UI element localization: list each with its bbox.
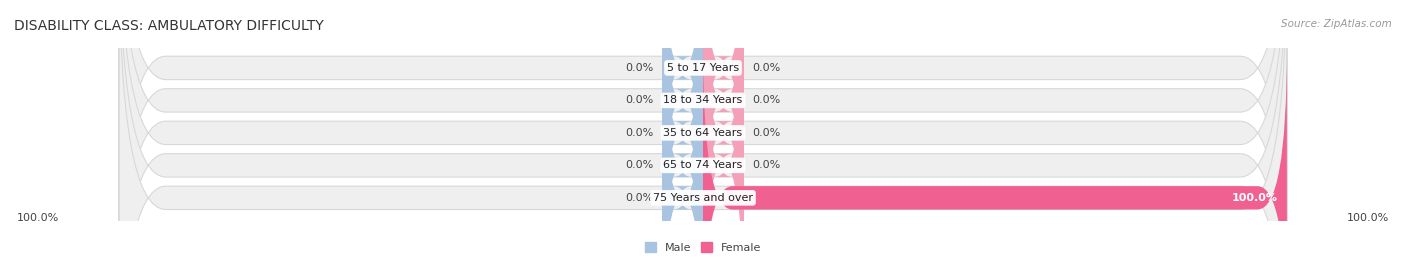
FancyBboxPatch shape xyxy=(120,0,1286,269)
Text: 0.0%: 0.0% xyxy=(626,160,654,170)
FancyBboxPatch shape xyxy=(662,0,703,219)
Text: 100.0%: 100.0% xyxy=(17,213,59,223)
Text: 75 Years and over: 75 Years and over xyxy=(652,193,754,203)
FancyBboxPatch shape xyxy=(662,0,703,269)
Text: 100.0%: 100.0% xyxy=(1347,213,1389,223)
FancyBboxPatch shape xyxy=(120,0,1286,269)
FancyBboxPatch shape xyxy=(662,15,703,269)
FancyBboxPatch shape xyxy=(703,0,744,251)
Text: 0.0%: 0.0% xyxy=(752,63,780,73)
Text: 0.0%: 0.0% xyxy=(626,193,654,203)
FancyBboxPatch shape xyxy=(703,15,744,269)
Text: 35 to 64 Years: 35 to 64 Years xyxy=(664,128,742,138)
Text: 65 to 74 Years: 65 to 74 Years xyxy=(664,160,742,170)
Text: 0.0%: 0.0% xyxy=(626,63,654,73)
FancyBboxPatch shape xyxy=(120,0,1286,269)
FancyBboxPatch shape xyxy=(662,47,703,269)
Text: DISABILITY CLASS: AMBULATORY DIFFICULTY: DISABILITY CLASS: AMBULATORY DIFFICULTY xyxy=(14,19,323,33)
Legend: Male, Female: Male, Female xyxy=(645,242,761,253)
FancyBboxPatch shape xyxy=(120,0,1286,269)
Text: 0.0%: 0.0% xyxy=(752,95,780,105)
FancyBboxPatch shape xyxy=(662,0,703,251)
FancyBboxPatch shape xyxy=(703,47,1286,269)
Text: 18 to 34 Years: 18 to 34 Years xyxy=(664,95,742,105)
FancyBboxPatch shape xyxy=(120,0,1286,269)
Text: 0.0%: 0.0% xyxy=(752,160,780,170)
Text: 100.0%: 100.0% xyxy=(1232,193,1278,203)
Text: 5 to 17 Years: 5 to 17 Years xyxy=(666,63,740,73)
Text: 0.0%: 0.0% xyxy=(626,128,654,138)
Text: 0.0%: 0.0% xyxy=(752,128,780,138)
FancyBboxPatch shape xyxy=(703,0,744,269)
Text: 0.0%: 0.0% xyxy=(626,95,654,105)
Text: Source: ZipAtlas.com: Source: ZipAtlas.com xyxy=(1281,19,1392,29)
FancyBboxPatch shape xyxy=(703,0,744,219)
